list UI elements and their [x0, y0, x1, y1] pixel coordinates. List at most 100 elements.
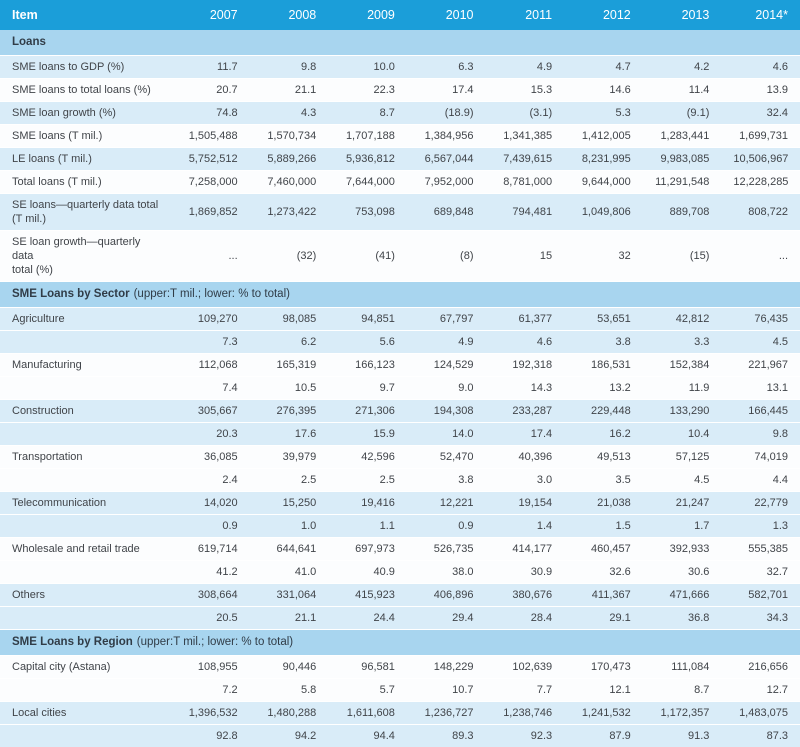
cell-value: 170,473	[564, 656, 643, 679]
cell-value: 10,506,967	[721, 148, 800, 171]
cell-value: 13.9	[721, 79, 800, 102]
cell-percent: 15.9	[328, 423, 407, 446]
cell-value: 7,644,000	[328, 171, 407, 194]
cell-value: 15,250	[250, 492, 329, 515]
cell-value: 1,869,852	[171, 194, 250, 231]
cell-percent: 24.4	[328, 607, 407, 630]
cell-value: 166,123	[328, 354, 407, 377]
cell-value: 1,049,806	[564, 194, 643, 231]
cell-value: (8)	[407, 231, 486, 282]
table-row: SE loan growth—quarterly data total (%).…	[0, 231, 800, 282]
row-label: Others	[0, 584, 171, 607]
section-note: (upper:T mil.; lower: % to total)	[134, 288, 290, 300]
cell-percent: 10.7	[407, 679, 486, 702]
cell-value: (3.1)	[486, 102, 565, 125]
cell-value: 42,596	[328, 446, 407, 469]
cell-value: 21,038	[564, 492, 643, 515]
cell-percent: 2.5	[328, 469, 407, 492]
cell-percent: 1.4	[486, 515, 565, 538]
cell-value: 21.1	[250, 79, 329, 102]
cell-value: 4.7	[564, 56, 643, 79]
cell-percent: 5.6	[328, 331, 407, 354]
cell-value: 1,384,956	[407, 125, 486, 148]
cell-value: 308,664	[171, 584, 250, 607]
cell-value: 57,125	[643, 446, 722, 469]
cell-percent: 8.7	[643, 679, 722, 702]
cell-value: 98,085	[250, 308, 329, 331]
cell-percent: 17.6	[250, 423, 329, 446]
cell-percent: 4.5	[721, 331, 800, 354]
cell-percent: 29.4	[407, 607, 486, 630]
cell-percent: 87.3	[721, 725, 800, 747]
cell-value: 61,377	[486, 308, 565, 331]
cell-value: 1,480,288	[250, 702, 329, 725]
cell-value: (32)	[250, 231, 329, 282]
cell-value: 1,273,422	[250, 194, 329, 231]
cell-value: 17.4	[407, 79, 486, 102]
cell-value: 221,967	[721, 354, 800, 377]
row-label-empty	[0, 561, 171, 584]
cell-percent: 4.4	[721, 469, 800, 492]
cell-percent: 4.5	[643, 469, 722, 492]
cell-value: 689,848	[407, 194, 486, 231]
cell-value: 697,973	[328, 538, 407, 561]
cell-value: 152,384	[643, 354, 722, 377]
row-label-empty	[0, 423, 171, 446]
cell-value: 526,735	[407, 538, 486, 561]
cell-percent: 7.4	[171, 377, 250, 400]
cell-percent: 13.2	[564, 377, 643, 400]
cell-percent: 20.3	[171, 423, 250, 446]
year-column-header: 2009	[328, 0, 407, 30]
cell-value: 1,611,608	[328, 702, 407, 725]
row-label-empty	[0, 607, 171, 630]
cell-percent: 1.0	[250, 515, 329, 538]
cell-percent: 1.7	[643, 515, 722, 538]
cell-value: 133,290	[643, 400, 722, 423]
year-column-header: 2013	[643, 0, 722, 30]
cell-value: 305,667	[171, 400, 250, 423]
cell-value: 471,666	[643, 584, 722, 607]
cell-value: 415,923	[328, 584, 407, 607]
cell-value: 32	[564, 231, 643, 282]
cell-percent: 92.8	[171, 725, 250, 747]
cell-value: 406,896	[407, 584, 486, 607]
cell-value: 194,308	[407, 400, 486, 423]
cell-percent: 1.1	[328, 515, 407, 538]
cell-percent: 13.1	[721, 377, 800, 400]
cell-percent: 11.9	[643, 377, 722, 400]
table-row: SE loans—quarterly data total (T mil.)1,…	[0, 194, 800, 231]
row-label: SE loans—quarterly data total (T mil.)	[0, 194, 171, 231]
row-label: Local cities	[0, 702, 171, 725]
cell-percent: 41.2	[171, 561, 250, 584]
cell-value: 111,084	[643, 656, 722, 679]
cell-value: 94,851	[328, 308, 407, 331]
cell-percent: 32.7	[721, 561, 800, 584]
cell-percent: 87.9	[564, 725, 643, 747]
cell-percent: 12.7	[721, 679, 800, 702]
row-label-empty	[0, 679, 171, 702]
row-label-empty	[0, 515, 171, 538]
cell-percent: 21.1	[250, 607, 329, 630]
cell-value: 19,154	[486, 492, 565, 515]
cell-value: 8,781,000	[486, 171, 565, 194]
year-column-header: 2007	[171, 0, 250, 30]
cell-value: 19,416	[328, 492, 407, 515]
cell-percent: 14.0	[407, 423, 486, 446]
cell-value: 582,701	[721, 584, 800, 607]
cell-percent: 34.3	[721, 607, 800, 630]
cell-value: 186,531	[564, 354, 643, 377]
cell-value: 96,581	[328, 656, 407, 679]
cell-percent: 2.5	[250, 469, 329, 492]
cell-value: 67,797	[407, 308, 486, 331]
cell-value: 74,019	[721, 446, 800, 469]
cell-percent: 1.3	[721, 515, 800, 538]
row-label-empty	[0, 331, 171, 354]
